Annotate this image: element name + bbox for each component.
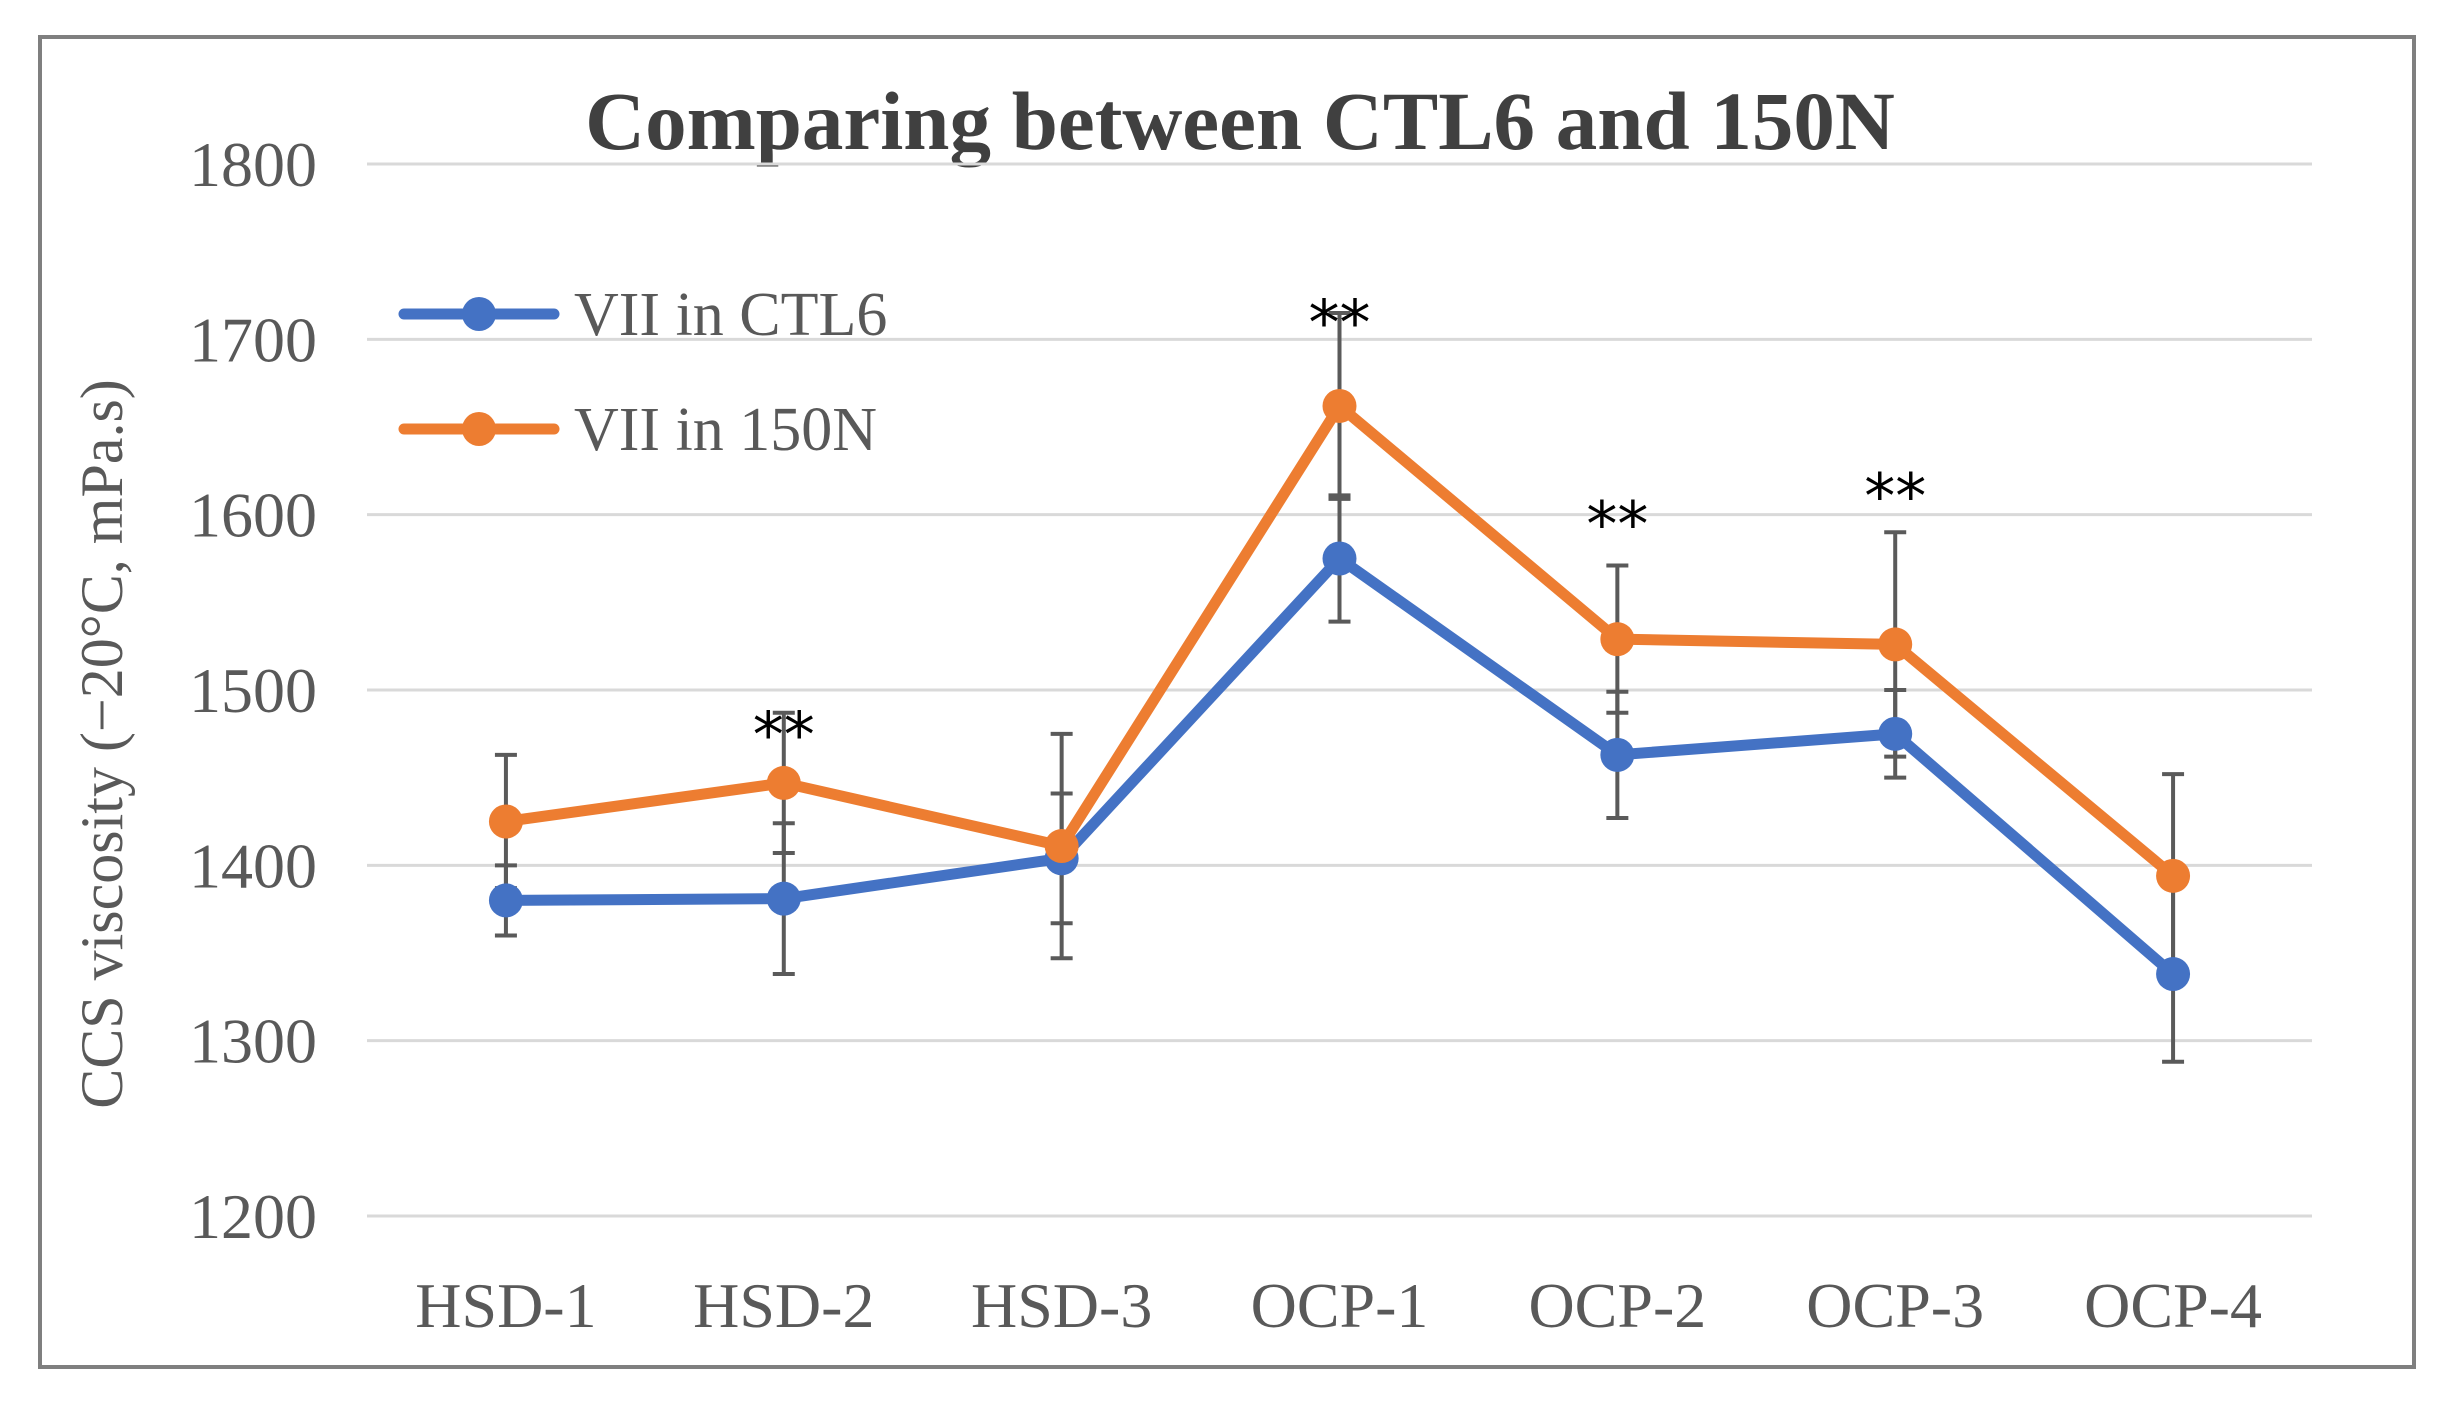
y-tick-label: 1800 [189, 129, 317, 200]
series-1 [488, 541, 2191, 992]
legend-entry: VII in 150N [398, 396, 877, 464]
y-tick-label: 1400 [189, 830, 317, 901]
x-tick-label: HSD-2 [693, 1270, 874, 1341]
series-2 [488, 388, 2191, 893]
data-point [1878, 716, 1913, 751]
data-point [1600, 622, 1635, 657]
chart-frame: Comparing between CTL6 and 150N 1200 1300… [38, 35, 2416, 1369]
x-tick-label: HSD-3 [971, 1270, 1152, 1341]
data-point [1322, 541, 1357, 576]
y-tick-label: 1200 [189, 1181, 317, 1252]
series [488, 388, 2191, 992]
data-point [1878, 627, 1913, 662]
x-tick-label: OCP-2 [1528, 1270, 1706, 1341]
data-point [1322, 388, 1357, 423]
y-tick-label: 1600 [189, 480, 317, 551]
x-tick-label: OCP-4 [2084, 1270, 2262, 1341]
y-tick-label: 1700 [189, 304, 317, 375]
legend: VII in CTL6 VII in 150N [398, 281, 887, 464]
legend-marker [462, 412, 496, 446]
x-tick-label: OCP-3 [1806, 1270, 1984, 1341]
data-point [766, 765, 801, 800]
data-point [1600, 737, 1635, 772]
y-axis-label: CCS viscosity (−20°C, mPa.s) [69, 379, 135, 1109]
data-point [2156, 858, 2191, 893]
significance-marker: ** [1586, 488, 1648, 561]
x-tick-label: OCP-1 [1251, 1270, 1429, 1341]
x-tick-label: HSD-1 [415, 1270, 596, 1341]
legend-label: VII in CTL6 [574, 281, 887, 349]
y-tick-label: 1500 [189, 655, 317, 726]
data-point [766, 881, 801, 916]
y-tick-label: 1300 [189, 1006, 317, 1077]
legend-label: VII in 150N [574, 396, 877, 464]
y-axis-ticks: 1200 1300 1400 1500 1600 1700 1800 [189, 129, 317, 1252]
significance-marker: ** [753, 699, 815, 772]
chart: Comparing between CTL6 and 150N 1200 1300… [69, 75, 2312, 1341]
significance-marker: ** [1864, 460, 1926, 533]
chart-title: Comparing between CTL6 and 150N [585, 75, 1895, 167]
significance-annotations: ** ** ** ** [753, 287, 1926, 772]
legend-marker [462, 297, 496, 331]
data-point [488, 804, 523, 839]
data-point [488, 883, 523, 918]
data-point [1044, 829, 1079, 864]
legend-entry: VII in CTL6 [398, 281, 887, 349]
significance-marker: ** [1309, 287, 1371, 360]
x-axis-ticks: HSD-1 HSD-2 HSD-3 OCP-1 OCP-2 OCP-3 OCP-4 [415, 1270, 2262, 1341]
data-point [2156, 957, 2191, 992]
